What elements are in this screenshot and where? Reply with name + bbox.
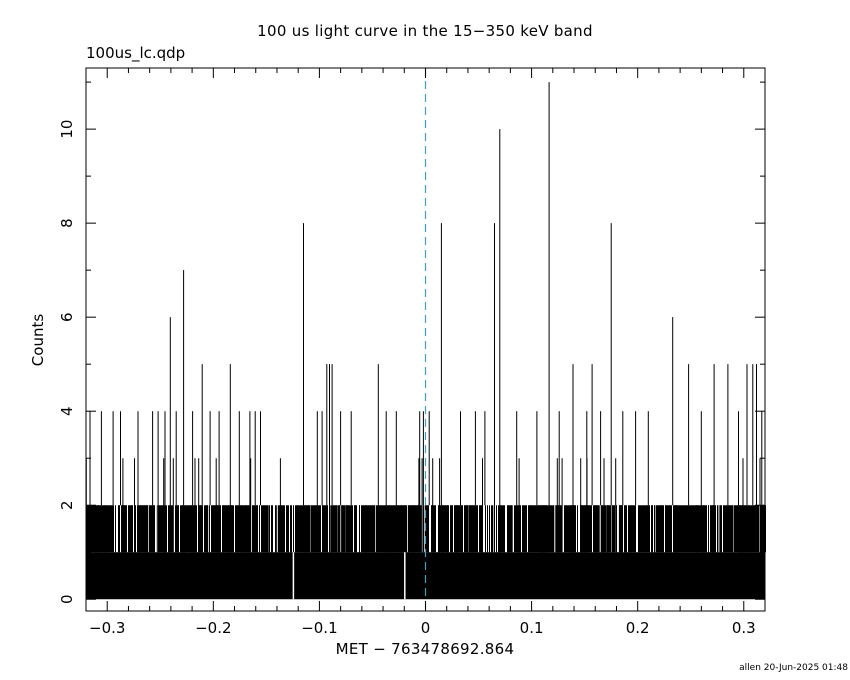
x-tick-label: 0 [421, 619, 431, 637]
histogram-gaps [292, 552, 406, 600]
axis-ticks [85, 68, 766, 611]
x-tick-label: −0.1 [301, 619, 337, 637]
file-label: 100us_lc.qdp [86, 44, 186, 62]
y-tick-label: 4 [58, 406, 76, 416]
x-tick-labels: −0.3 −0.2 −0.1 0 0.1 0.2 0.3 [89, 619, 756, 637]
x-tick-label: 0.1 [520, 619, 544, 637]
x-tick-label: 0.3 [732, 619, 756, 637]
y-tick-label: 10 [58, 120, 76, 139]
x-tick-label: −0.3 [89, 619, 125, 637]
x-tick-label: −0.2 [195, 619, 231, 637]
x-axis-label: MET − 763478692.864 [335, 640, 515, 658]
y-tick-label: 6 [58, 312, 76, 322]
count-spikes [89, 82, 763, 506]
y-tick-label: 8 [58, 218, 76, 228]
x-tick-label: 0.2 [626, 619, 650, 637]
y-tick-label: 2 [58, 500, 76, 510]
y-tick-label: 0 [58, 594, 76, 604]
chart-title: 100 us light curve in the 15−350 keV ban… [257, 22, 593, 40]
y-tick-labels: 0 2 4 6 8 10 [58, 120, 76, 604]
footer-stamp: allen 20-Jun-2025 01:48 [739, 663, 848, 673]
